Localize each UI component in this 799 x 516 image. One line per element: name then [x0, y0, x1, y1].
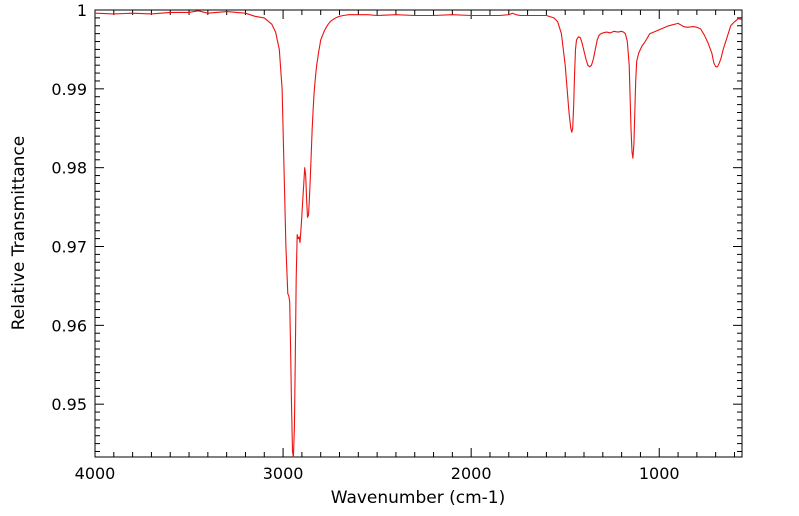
- y-tick-label: 0.95: [51, 395, 87, 414]
- y-tick-label: 0.98: [51, 159, 87, 178]
- plot-frame: [94, 9, 743, 458]
- y-tick-label: 0.99: [51, 80, 87, 99]
- y-tick-label: 1: [77, 1, 87, 20]
- y-axis: [95, 9, 742, 452]
- series-line: [94, 10, 743, 458]
- y-tick-labels: 1 0.99 0.98 0.97 0.96 0.95: [51, 1, 87, 414]
- x-tick-label: 1000: [639, 464, 680, 483]
- x-axis: [94, 10, 735, 457]
- y-axis-title: Relative Transmittance: [9, 136, 29, 331]
- x-tick-label: 3000: [263, 464, 304, 483]
- x-tick-labels: 4000 3000 2000 1000: [75, 464, 680, 483]
- x-axis-title: Wavenumber (cm-1): [331, 488, 506, 508]
- x-tick-label: 4000: [75, 464, 116, 483]
- x-tick-label: 2000: [451, 464, 492, 483]
- y-tick-label: 0.96: [51, 316, 87, 335]
- y-tick-label: 0.97: [51, 238, 87, 257]
